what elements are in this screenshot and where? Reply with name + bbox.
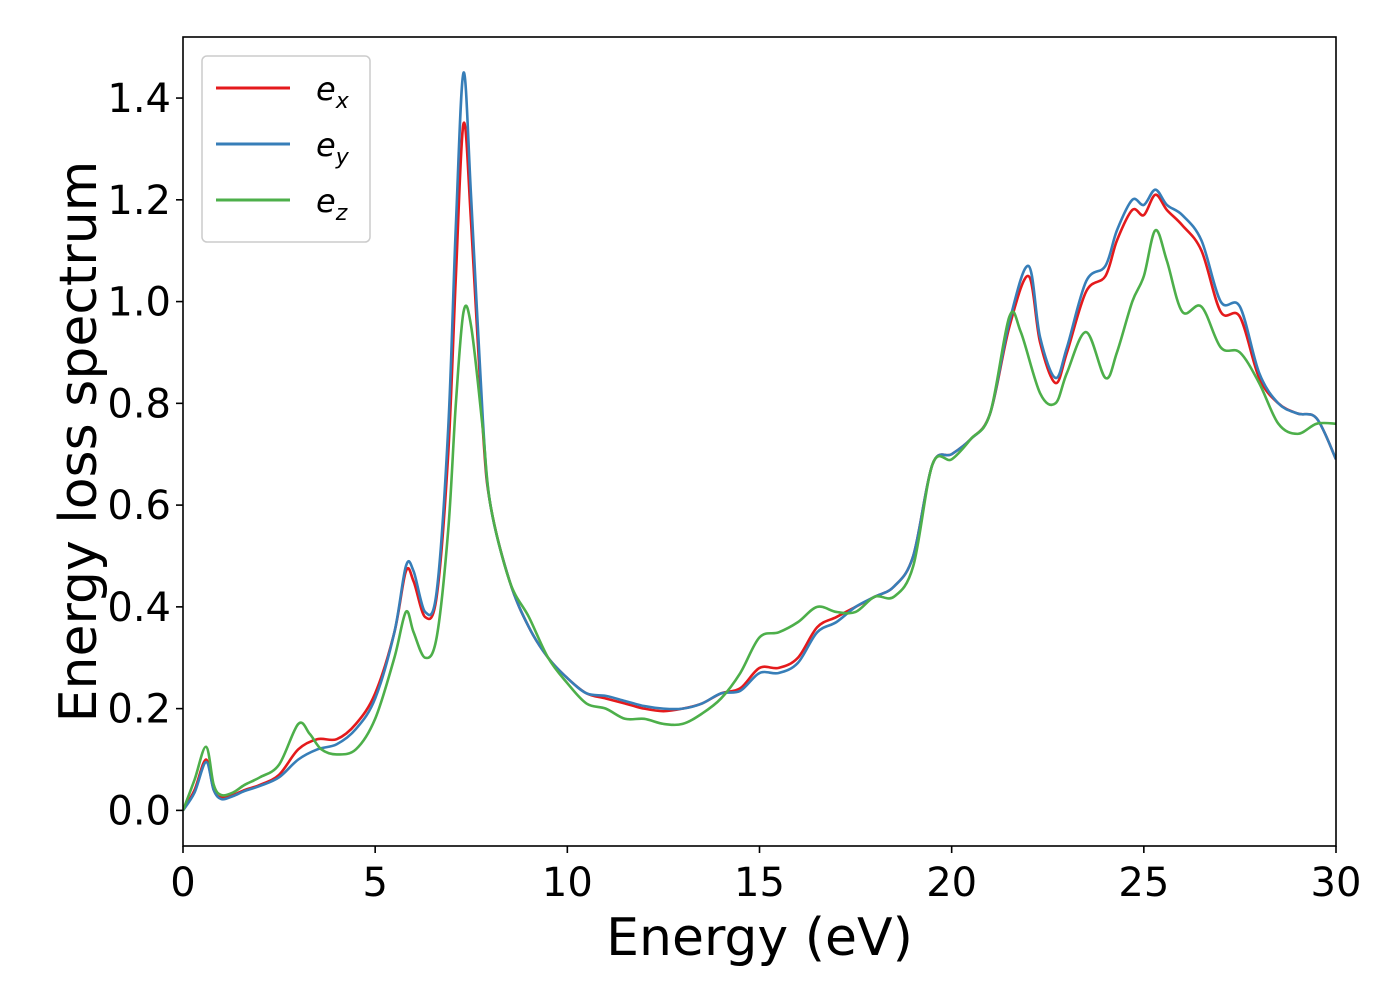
x-axis-ticks: 0 5 10 15 20 25 30 <box>170 846 1361 906</box>
x-tick-label: 25 <box>1118 860 1169 906</box>
y-tick-label: 0.0 <box>107 788 171 834</box>
y-tick-label: 0.8 <box>107 381 171 427</box>
y-tick-label: 1.4 <box>107 76 171 122</box>
x-tick-label: 10 <box>542 860 593 906</box>
x-tick-label: 5 <box>362 860 387 906</box>
x-tick-label: 0 <box>170 860 195 906</box>
x-tick-label: 15 <box>734 860 785 906</box>
series-line-z <box>183 229 1336 811</box>
x-axis-label: Energy (eV) <box>606 908 913 968</box>
legend-label-z: ez <box>316 182 348 226</box>
y-tick-label: 1.2 <box>107 178 171 224</box>
legend-label-y: ey <box>316 126 350 170</box>
series-line-y <box>183 71 1336 812</box>
legend-label-x: ex <box>316 70 350 114</box>
legend: ex ey ez <box>201 55 371 243</box>
y-tick-label: 0.4 <box>107 585 171 631</box>
legend-box <box>201 55 371 243</box>
y-axis-label: Energy loss spectrum <box>49 161 109 723</box>
x-tick-label: 30 <box>1311 860 1362 906</box>
x-tick-label: 20 <box>926 860 977 906</box>
y-axis-ticks: 0.0 0.2 0.4 0.6 0.8 1.0 1.2 1.4 <box>107 76 183 834</box>
series-layer <box>183 71 1336 812</box>
y-tick-label: 0.2 <box>107 687 171 733</box>
y-tick-label: 0.6 <box>107 483 171 529</box>
y-tick-label: 1.0 <box>107 280 171 326</box>
